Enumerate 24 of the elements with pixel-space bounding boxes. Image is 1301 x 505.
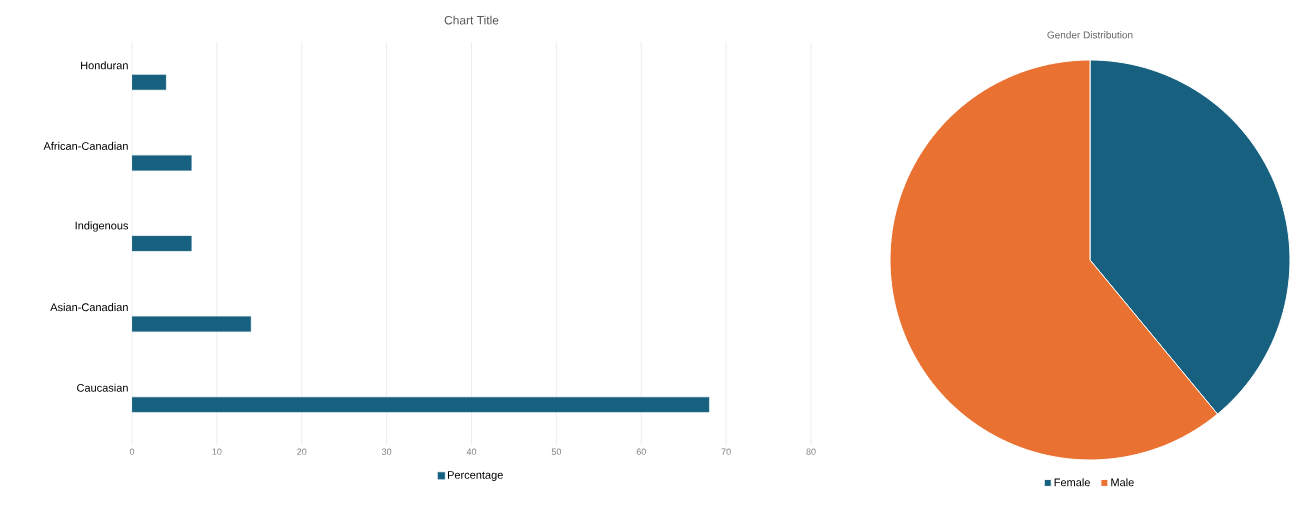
x-tick-label: 50: [551, 448, 562, 455]
bar: [132, 316, 252, 332]
legend-label: Female: [1054, 478, 1090, 487]
legend-label: Percentage: [447, 471, 503, 482]
y-tick-label: Asian-Canadian: [50, 303, 128, 312]
y-tick-label: Indigenous: [75, 221, 129, 232]
x-tick-label: 70: [721, 448, 731, 455]
y-tick-label: Caucasian: [77, 383, 128, 392]
x-tick-label: 30: [381, 448, 392, 455]
x-tick-label: 10: [212, 448, 222, 455]
x-tick-label: 0: [129, 448, 135, 455]
y-tick-label: African-Canadian: [43, 141, 128, 150]
bar: [132, 74, 167, 90]
x-tick-label: 40: [466, 448, 477, 455]
x-tick-label: 20: [297, 448, 307, 455]
bar: [132, 155, 192, 171]
bar: [132, 235, 192, 252]
chart-title: Gender Distribution: [1047, 31, 1133, 39]
x-tick-label: 80: [806, 448, 816, 455]
x-tick-label: 60: [636, 448, 646, 455]
y-tick-label: Honduran: [81, 61, 128, 70]
chart-title: Chart Title: [444, 15, 499, 25]
bar: [132, 396, 710, 413]
legend-label: Male: [1111, 478, 1134, 487]
